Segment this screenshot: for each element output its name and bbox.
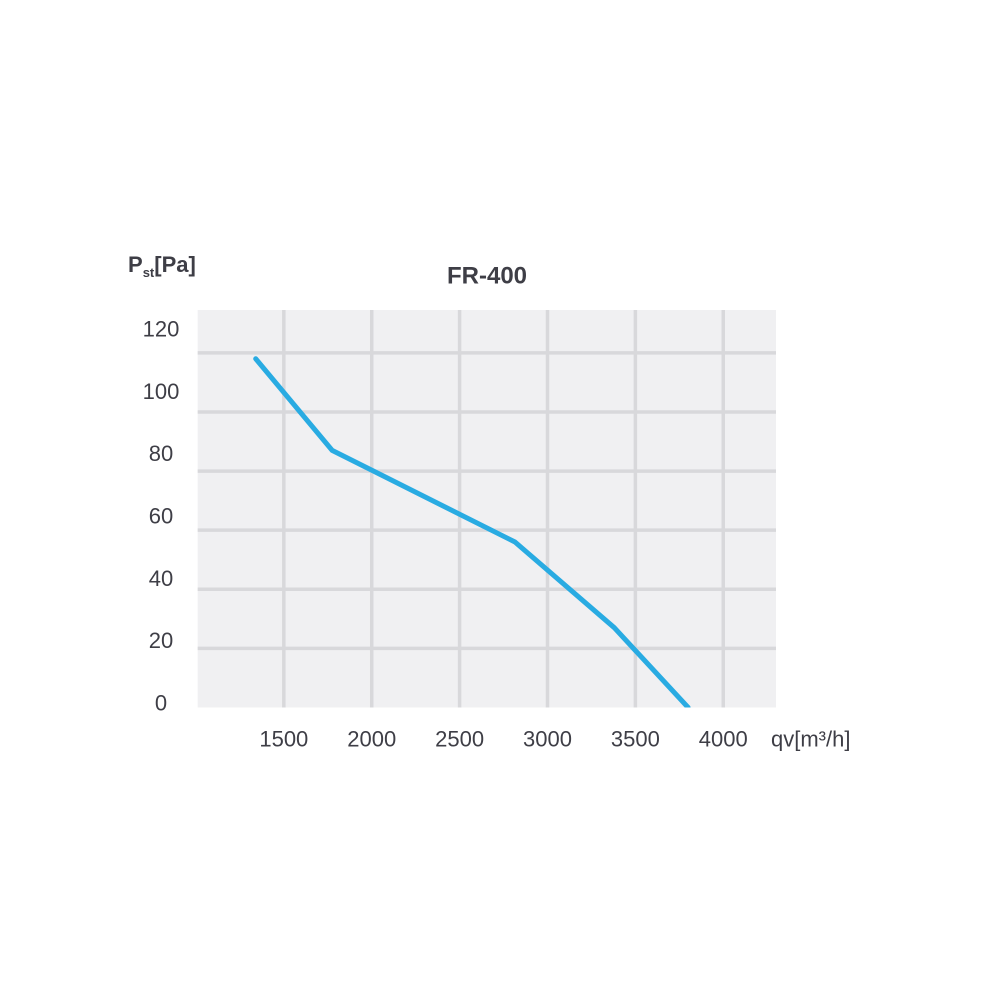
y-tick-label: 80 — [149, 441, 173, 466]
x-axis-tick-labels: 1500 2000 2500 3000 3500 4000 — [259, 727, 747, 752]
y-tick-label: 0 — [155, 691, 167, 716]
y-axis-title-unit: [Pa] — [154, 252, 196, 277]
y-axis-title-base: P — [128, 252, 143, 277]
x-tick-label: 2500 — [435, 727, 484, 752]
y-tick-label: 20 — [149, 628, 173, 653]
y-axis-title: Pst[Pa] — [128, 252, 196, 280]
y-axis-tick-labels: 0 20 40 60 80 100 120 — [143, 317, 180, 716]
x-tick-label: 4000 — [699, 727, 748, 752]
x-tick-label: 3500 — [611, 727, 660, 752]
pressure-curve — [253, 356, 691, 708]
x-tick-label: 3000 — [523, 727, 572, 752]
chart-title: FR-400 — [447, 263, 527, 290]
x-axis-title: qv[m³/h] — [771, 727, 850, 752]
y-tick-label: 100 — [143, 379, 180, 404]
x-tick-label: 2000 — [347, 727, 396, 752]
plot-background — [197, 310, 776, 708]
gridlines — [197, 310, 776, 708]
y-axis-title-subscript: st — [143, 265, 155, 280]
y-tick-label: 120 — [143, 317, 180, 342]
x-tick-label: 1500 — [259, 727, 308, 752]
y-tick-label: 40 — [149, 566, 173, 591]
y-tick-label: 60 — [149, 504, 173, 529]
